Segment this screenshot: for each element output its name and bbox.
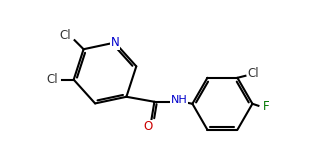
Text: O: O	[144, 120, 153, 133]
Text: Cl: Cl	[60, 29, 72, 42]
Text: N: N	[111, 36, 119, 49]
Text: F: F	[263, 100, 270, 113]
Text: Cl: Cl	[248, 67, 259, 80]
Text: NH: NH	[171, 95, 188, 105]
Text: Cl: Cl	[46, 73, 57, 86]
